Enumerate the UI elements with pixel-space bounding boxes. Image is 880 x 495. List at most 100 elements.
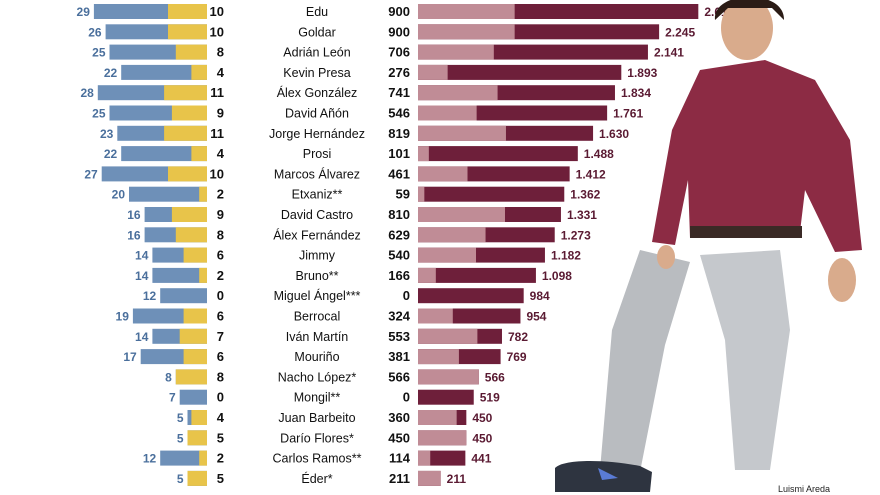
left-total-label: 12: [143, 289, 157, 303]
bar-right-part: [418, 308, 453, 324]
left-part-label: 4: [217, 146, 225, 161]
left-total-label: 28: [80, 86, 94, 100]
left-total-label: 25: [92, 46, 106, 60]
bar-left-part: [168, 166, 207, 182]
right-part-label: 360: [388, 410, 410, 425]
player-name: Marcos Álvarez: [274, 166, 360, 181]
bar-left-part: [183, 349, 207, 365]
player-name: David Castro: [281, 208, 353, 222]
bar-left-part: [164, 85, 207, 101]
right-total-label: 450: [472, 431, 492, 445]
right-total-label: 984: [530, 289, 550, 303]
player-name: Jimmy: [299, 249, 336, 263]
player-name: Juan Barbeito: [278, 411, 355, 425]
left-part-label: 11: [210, 126, 224, 141]
left-total-label: 22: [104, 66, 118, 80]
right-total-label: 1.488: [584, 147, 614, 161]
right-part-label: 0: [403, 288, 410, 303]
left-part-label: 2: [217, 268, 224, 283]
left-part-label: 9: [217, 106, 224, 121]
right-part-label: 741: [388, 85, 410, 100]
bar-right-part: [418, 64, 448, 80]
right-total-label: 1.362: [570, 188, 600, 202]
player-name: Álex Fernández: [273, 227, 361, 242]
bar-right-part: [418, 450, 431, 466]
left-part-label: 5: [217, 471, 224, 486]
photo-credit: Luismi Areda: [778, 484, 831, 494]
right-total-label: 211: [447, 472, 467, 486]
right-total-label: 2.245: [665, 25, 695, 39]
bar-right-part: [418, 125, 506, 141]
right-total-label: 2.141: [654, 46, 684, 60]
left-total-label: 8: [165, 370, 172, 384]
left-total-label: 19: [116, 310, 130, 324]
bar-left-part: [168, 24, 207, 40]
left-part-label: 7: [217, 329, 224, 344]
right-part-label: 810: [388, 207, 410, 222]
player-name: Jorge Hernández: [269, 127, 365, 141]
right-total-label: 1.331: [567, 208, 597, 222]
bar-left-part: [187, 470, 207, 486]
right-total-label: 1.182: [551, 249, 581, 263]
player-name: Nacho López*: [278, 370, 357, 384]
left-total-label: 14: [135, 249, 149, 263]
bar-left-part: [191, 146, 207, 162]
left-part-label: 10: [210, 24, 224, 39]
left-part-label: 4: [217, 65, 225, 80]
left-part-label: 8: [217, 369, 224, 384]
bar-right-part: [418, 146, 429, 162]
left-total-label: 25: [92, 107, 106, 121]
bar-left-part: [168, 4, 207, 19]
player-name: Etxaniz**: [292, 188, 343, 202]
left-total-label: 14: [135, 269, 149, 283]
player-name: Prosi: [303, 147, 331, 161]
right-part-label: 166: [388, 268, 410, 283]
right-total-label: 566: [485, 370, 505, 384]
right-part-label: 450: [388, 430, 410, 445]
right-total-label: 1.761: [613, 107, 643, 121]
player-name: Álex González: [277, 85, 358, 100]
bar-right-part: [418, 227, 486, 243]
left-total-label: 16: [127, 228, 141, 242]
bar-right-part: [418, 166, 468, 182]
bar-right-total: [418, 146, 578, 162]
right-total-label: 1.098: [542, 269, 572, 283]
player-name: Berrocal: [294, 310, 341, 324]
right-part-label: 546: [388, 106, 410, 121]
right-part-label: 629: [388, 227, 410, 242]
right-total-label: 1.630: [599, 127, 629, 141]
left-part-label: 8: [217, 45, 224, 60]
bar-left-total: [160, 288, 207, 304]
bar-right-part: [418, 470, 441, 486]
bar-left-part: [175, 44, 207, 60]
player-name: Goldar: [298, 25, 336, 39]
bar-right-part: [418, 247, 476, 263]
right-total-label: 441: [471, 452, 491, 466]
player-name: David Añón: [285, 107, 349, 121]
left-total-label: 23: [100, 127, 114, 141]
left-part-label: 6: [217, 309, 224, 324]
bar-left-part: [199, 450, 207, 466]
left-part-label: 9: [217, 207, 224, 222]
left-total-label: 5: [177, 472, 184, 486]
bar-right-part: [418, 186, 425, 202]
bar-left-total: [152, 267, 207, 283]
bar-left-part: [183, 308, 207, 324]
bar-left-part: [191, 64, 207, 80]
player-name: Darío Flores*: [280, 431, 354, 445]
bar-right-part: [418, 105, 477, 121]
right-part-label: 900: [388, 24, 410, 39]
left-part-label: 10: [210, 166, 224, 181]
bar-left-part: [187, 430, 207, 446]
right-part-label: 819: [388, 126, 410, 141]
bar-right-part: [418, 44, 494, 60]
right-total-label: 1.273: [561, 228, 591, 242]
bar-left-part: [199, 186, 207, 202]
left-part-label: 0: [217, 288, 224, 303]
right-part-label: 324: [388, 309, 410, 324]
bar-left-total: [179, 389, 207, 405]
player-name: Mongil**: [294, 391, 341, 405]
left-total-label: 7: [169, 391, 176, 405]
